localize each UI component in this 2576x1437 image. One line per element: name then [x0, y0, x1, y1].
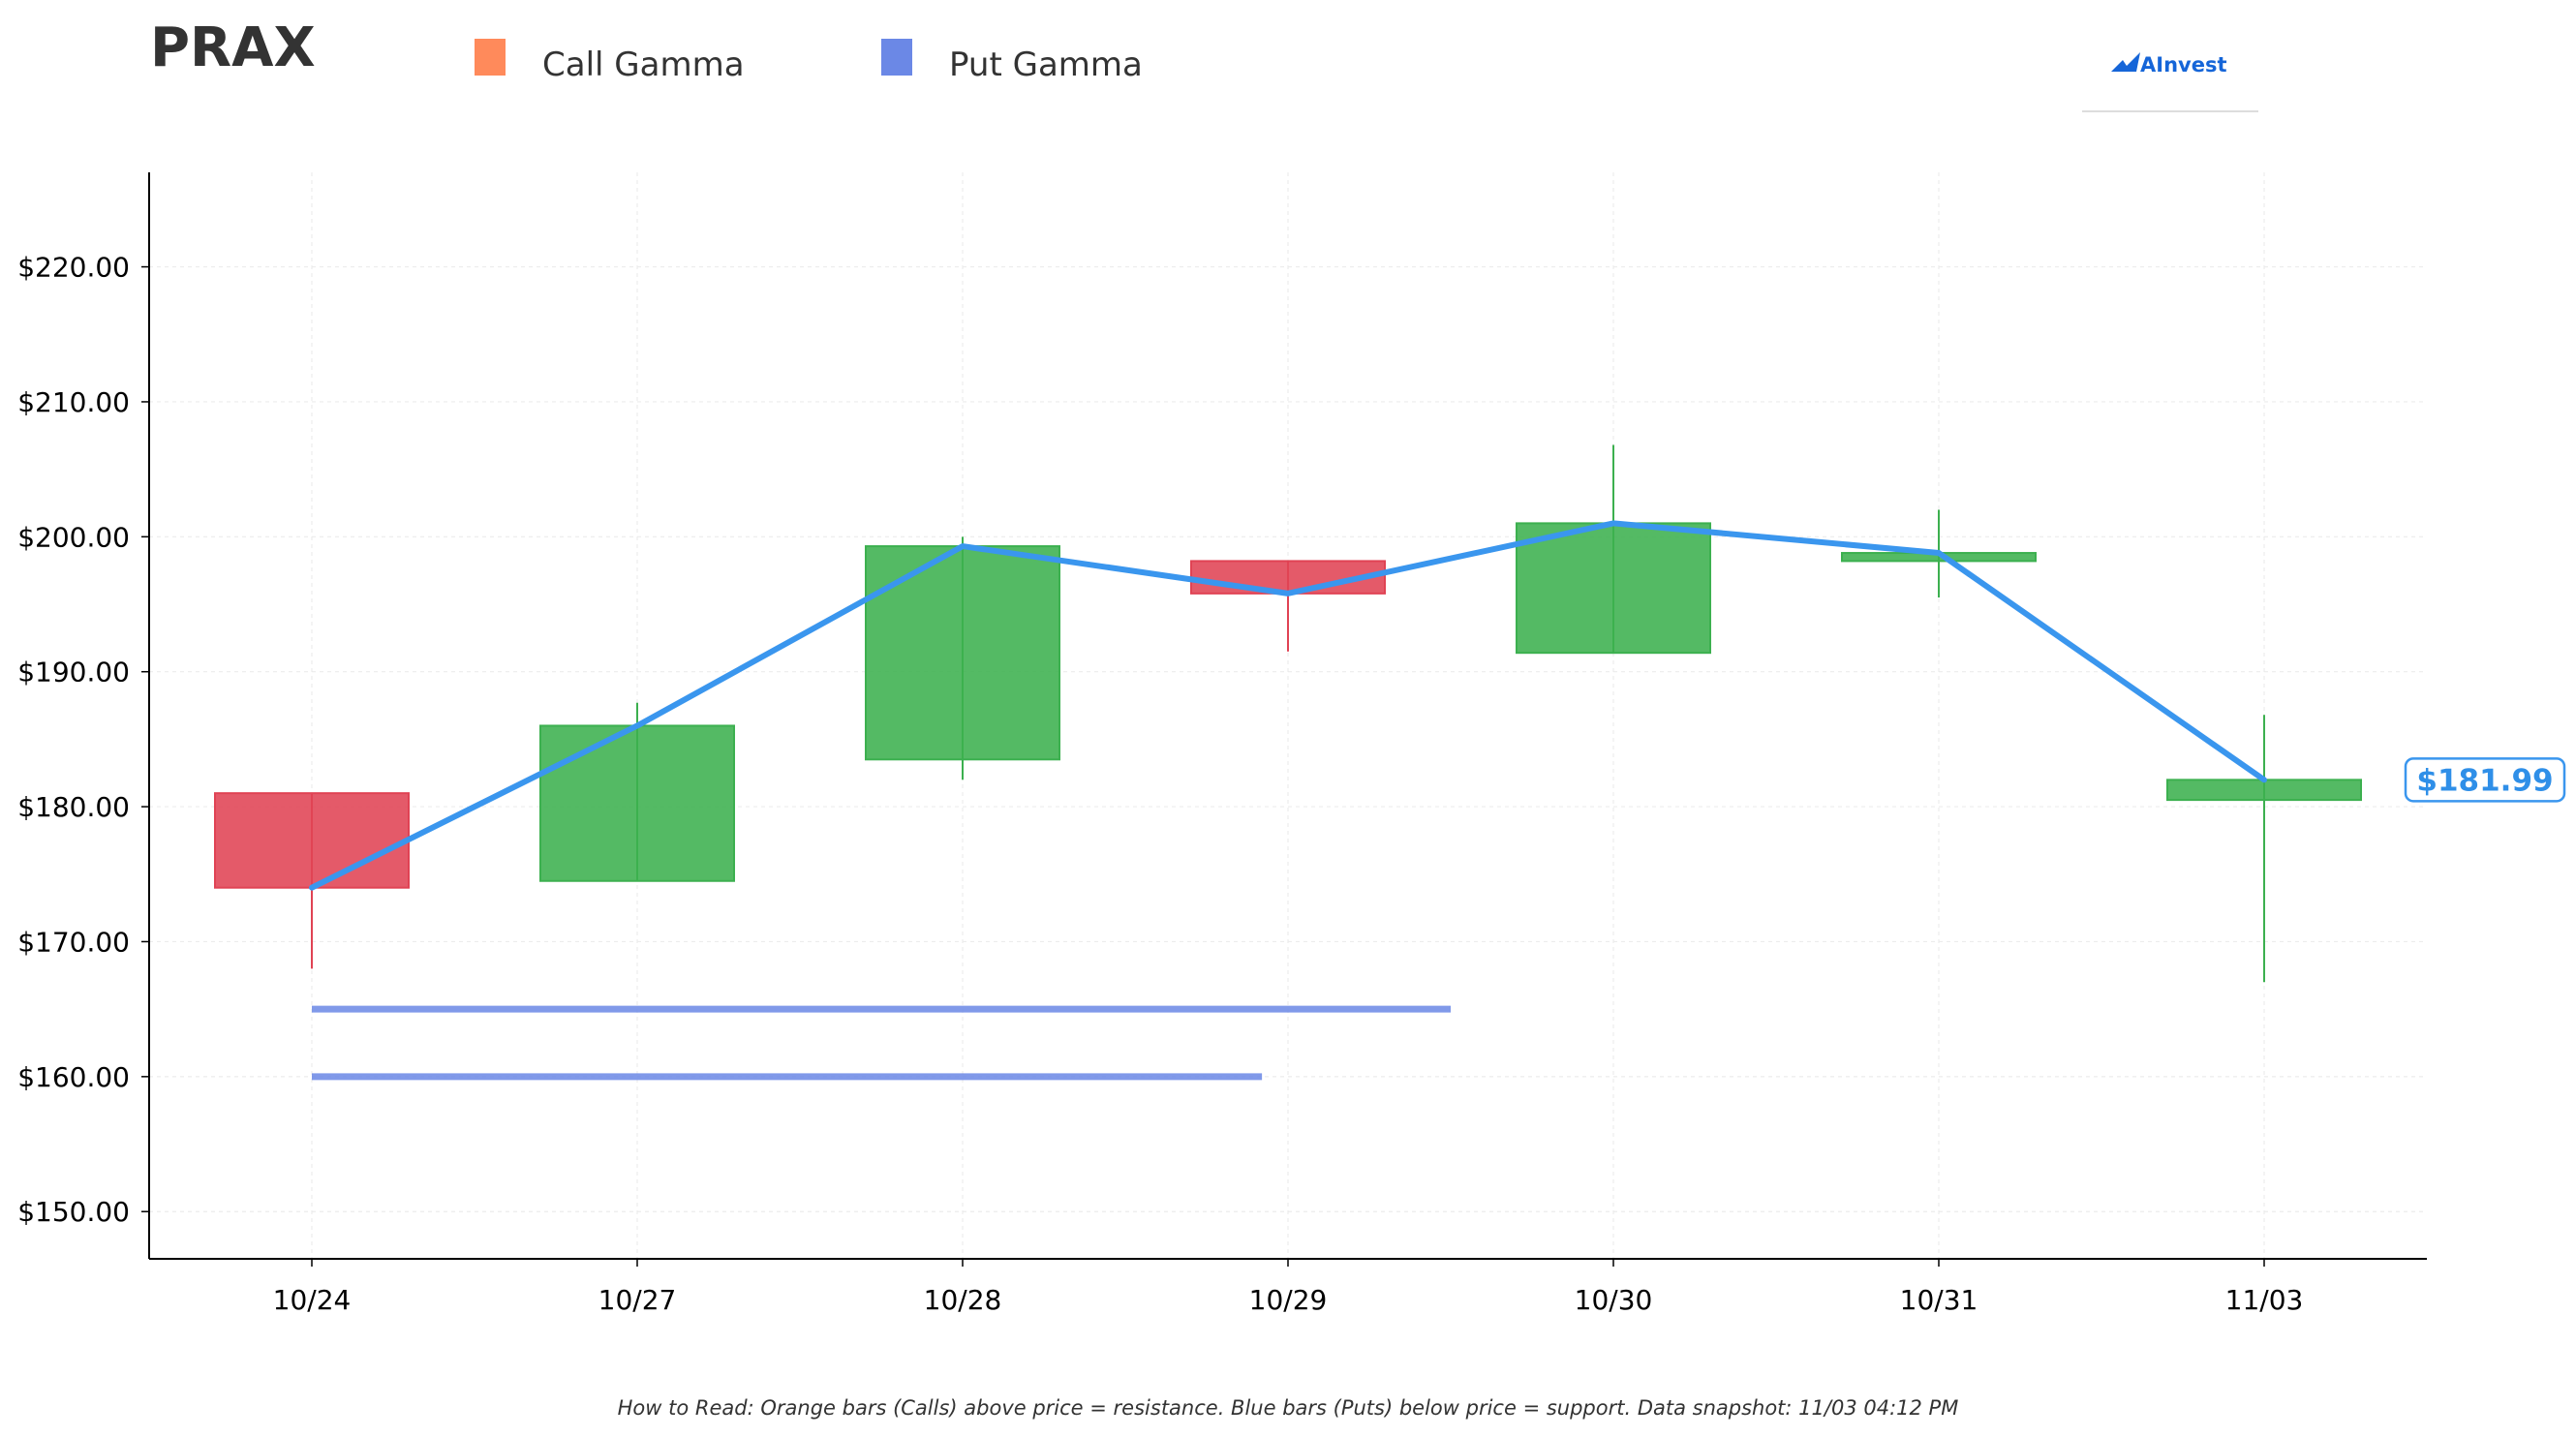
candle-body [2166, 779, 2362, 802]
x-tick-label: 11/03 [2225, 1284, 2304, 1316]
chart-title: PRAX [150, 16, 316, 79]
brand-logo: AInvest [2082, 52, 2258, 112]
brand-name: AInvest [2140, 53, 2227, 76]
x-tick-label: 10/30 [1575, 1284, 1653, 1316]
y-tick-label: $180.00 [17, 791, 130, 823]
y-tick-label: $200.00 [17, 521, 130, 553]
plot-area: $181.99 [214, 444, 2566, 1081]
price-line [309, 520, 2267, 891]
current-price-box [2404, 757, 2566, 803]
legend-swatch-put-gamma [881, 39, 912, 76]
grid [149, 172, 2427, 1259]
x-tick-label: 10/31 [1900, 1284, 1978, 1316]
legend: Call Gamma Put Gamma [475, 39, 1143, 84]
candle-body [1516, 522, 1711, 655]
x-tick-label: 10/24 [273, 1284, 352, 1316]
x-tick-label: 10/27 [598, 1284, 677, 1316]
y-tick-label: $170.00 [17, 926, 130, 958]
footer-note: How to Read: Orange bars (Calls) above p… [618, 1396, 1959, 1420]
y-tick-label: $150.00 [17, 1196, 130, 1228]
candle-body [214, 792, 410, 889]
legend-label-call-gamma: Call Gamma [542, 46, 745, 84]
y-tick-label: $220.00 [17, 252, 130, 284]
current-price-label: $181.99 [2416, 763, 2553, 798]
legend-swatch-call-gamma [475, 39, 506, 76]
y-tick-label: $190.00 [17, 657, 130, 688]
x-tick-label: 10/28 [924, 1284, 1002, 1316]
y-tick-label: $210.00 [17, 386, 130, 418]
candle-body [539, 724, 735, 882]
axes: $150.00 $160.00 $170.00 $180.00 $190.00 $200.… [17, 172, 2427, 1316]
x-tick-label: 10/29 [1249, 1284, 1328, 1316]
candle-body [865, 545, 1060, 761]
brand-chart-icon [2111, 52, 2140, 72]
y-tick-label: $160.00 [17, 1061, 130, 1093]
legend-label-put-gamma: Put Gamma [949, 46, 1143, 84]
